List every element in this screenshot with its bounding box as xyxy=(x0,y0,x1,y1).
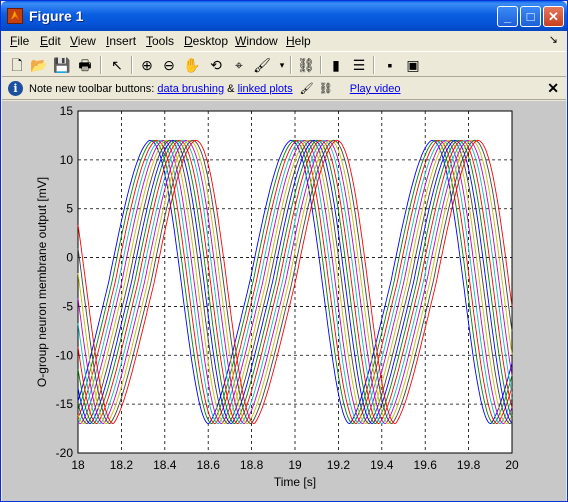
menu-insert[interactable]: Insert xyxy=(106,34,137,48)
matlab-icon xyxy=(7,8,23,24)
y-tick-label: -15 xyxy=(56,397,74,411)
maximize-button[interactable]: □ xyxy=(520,6,541,27)
tick-labels: 18 18.2 18.4 18.6 18.8 19 19.2 19.4 19.6 19.8 20 15… xyxy=(56,104,519,472)
minimize-button[interactable]: _ xyxy=(497,6,518,27)
series-line-2[interactable] xyxy=(77,139,513,425)
series-line-6[interactable] xyxy=(77,139,513,425)
zoom-in-icon[interactable]: ⊕ xyxy=(141,57,153,73)
series-line-13[interactable] xyxy=(77,139,513,425)
link-plot-icon[interactable]: ⛓ xyxy=(297,57,315,73)
data-brushing-link[interactable]: data brushing xyxy=(157,83,225,95)
series-line-7[interactable] xyxy=(77,139,513,425)
title-bar[interactable]: Figure 1 _ □ ✕ xyxy=(1,1,567,31)
info-text: Note new toolbar buttons: data brushing … xyxy=(29,82,401,95)
x-tick-label: 18.8 xyxy=(240,458,264,472)
open-file-icon[interactable]: 📂 xyxy=(30,57,48,73)
series-line-15[interactable] xyxy=(77,139,513,425)
rotate-3d-icon[interactable]: ⟲ xyxy=(210,57,222,73)
linked-plots-link[interactable]: linked plots xyxy=(237,83,293,95)
series-line-11[interactable] xyxy=(77,139,513,425)
legend-icon[interactable]: ☰ xyxy=(352,57,366,73)
series-line-10[interactable] xyxy=(77,139,513,425)
data-cursor-icon[interactable]: ⌖ xyxy=(235,57,243,73)
menu-desktop[interactable]: Desktop xyxy=(184,34,229,48)
hide-plot-tools-icon[interactable]: ▪ xyxy=(387,57,393,73)
info-amp: & xyxy=(227,83,235,95)
play-video-link[interactable]: Play video xyxy=(349,83,401,95)
series-line-3[interactable] xyxy=(77,139,513,425)
info-bar: i Note new toolbar buttons: data brushin… xyxy=(2,78,566,100)
menu-tools[interactable]: Tools xyxy=(146,34,175,48)
x-tick-label: 18 xyxy=(71,458,85,472)
y-tick-label: 15 xyxy=(60,104,74,118)
edit-plot-arrow-icon[interactable]: ↖ xyxy=(111,57,123,73)
close-button[interactable]: ✕ xyxy=(543,6,564,27)
brush-small-icon: 🖌 xyxy=(299,83,314,95)
x-tick-label: 18.2 xyxy=(110,458,134,472)
series-line-12[interactable] xyxy=(77,139,513,425)
info-close-icon[interactable]: ✕ xyxy=(547,80,559,96)
info-note: Note new toolbar buttons: xyxy=(29,83,155,95)
x-tick-label: 19.4 xyxy=(370,458,394,472)
menu-view[interactable]: View xyxy=(70,34,96,48)
x-axis-label: Time [s] xyxy=(274,475,316,489)
series-line-8[interactable] xyxy=(77,139,513,425)
y-tick-label: 5 xyxy=(66,202,73,216)
colorbar-icon[interactable]: ▮ xyxy=(332,57,340,73)
show-plot-tools-icon[interactable]: ▣ xyxy=(406,57,420,73)
brush-dropdown-icon[interactable]: ▾ xyxy=(279,60,285,70)
plot-svg: 18 18.2 18.4 18.6 18.8 19 19.2 19.4 19.6 19.8 20 15… xyxy=(35,104,519,489)
link-small-icon: ⛓ xyxy=(318,83,333,95)
pan-hand-icon[interactable]: ✋ xyxy=(183,57,201,73)
y-tick-label: -5 xyxy=(62,299,73,313)
window-title: Figure 1 xyxy=(29,8,84,24)
print-icon[interactable]: 🖶 xyxy=(78,57,92,73)
zoom-out-icon[interactable]: ⊖ xyxy=(163,57,175,73)
menu-edit[interactable]: Edit xyxy=(40,34,61,48)
series-line-14[interactable] xyxy=(77,139,513,425)
info-icon: i xyxy=(8,81,23,96)
series-lines xyxy=(77,139,513,425)
y-tick-label: 0 xyxy=(66,251,73,265)
new-figure-icon[interactable]: 🗋 xyxy=(11,57,23,73)
y-tick-label: -20 xyxy=(56,446,74,460)
figure-toolbar: 🗋 📂 💾 🖶 ↖ ⊕ ⊖ ✋ ⟲ ⌖ 🖌 ▾ ⛓ ▮ ☰ ▪ ▣ xyxy=(2,51,566,77)
x-tick-label: 18.4 xyxy=(153,458,177,472)
series-line-9[interactable] xyxy=(77,139,513,425)
x-tick-label: 19 xyxy=(288,458,302,472)
x-tick-label: 19.8 xyxy=(457,458,481,472)
y-tick-label: 10 xyxy=(60,153,74,167)
y-axis-label: O-group neuron membrane output [mV] xyxy=(35,177,49,387)
menu-help[interactable]: Help xyxy=(286,34,311,48)
brush-icon[interactable]: 🖌 xyxy=(253,57,271,73)
x-tick-label: 18.6 xyxy=(197,458,221,472)
x-tick-label: 19.6 xyxy=(414,458,438,472)
menu-bar: File Edit View Insert Tools Desktop Wind… xyxy=(2,31,566,51)
menu-file[interactable]: File xyxy=(10,34,30,48)
figure-canvas: 18 18.2 18.4 18.6 18.8 19 19.2 19.4 19.6 19.8 20 15… xyxy=(2,101,566,501)
series-line-4[interactable] xyxy=(77,139,513,425)
series-line-5[interactable] xyxy=(77,139,513,425)
menu-window[interactable]: Window xyxy=(235,34,278,48)
x-tick-label: 20 xyxy=(505,458,519,472)
save-icon[interactable]: 💾 xyxy=(53,57,71,73)
x-tick-label: 19.2 xyxy=(327,458,351,472)
dock-arrow-icon[interactable]: ↘ xyxy=(548,34,558,46)
y-tick-label: -10 xyxy=(56,348,74,362)
